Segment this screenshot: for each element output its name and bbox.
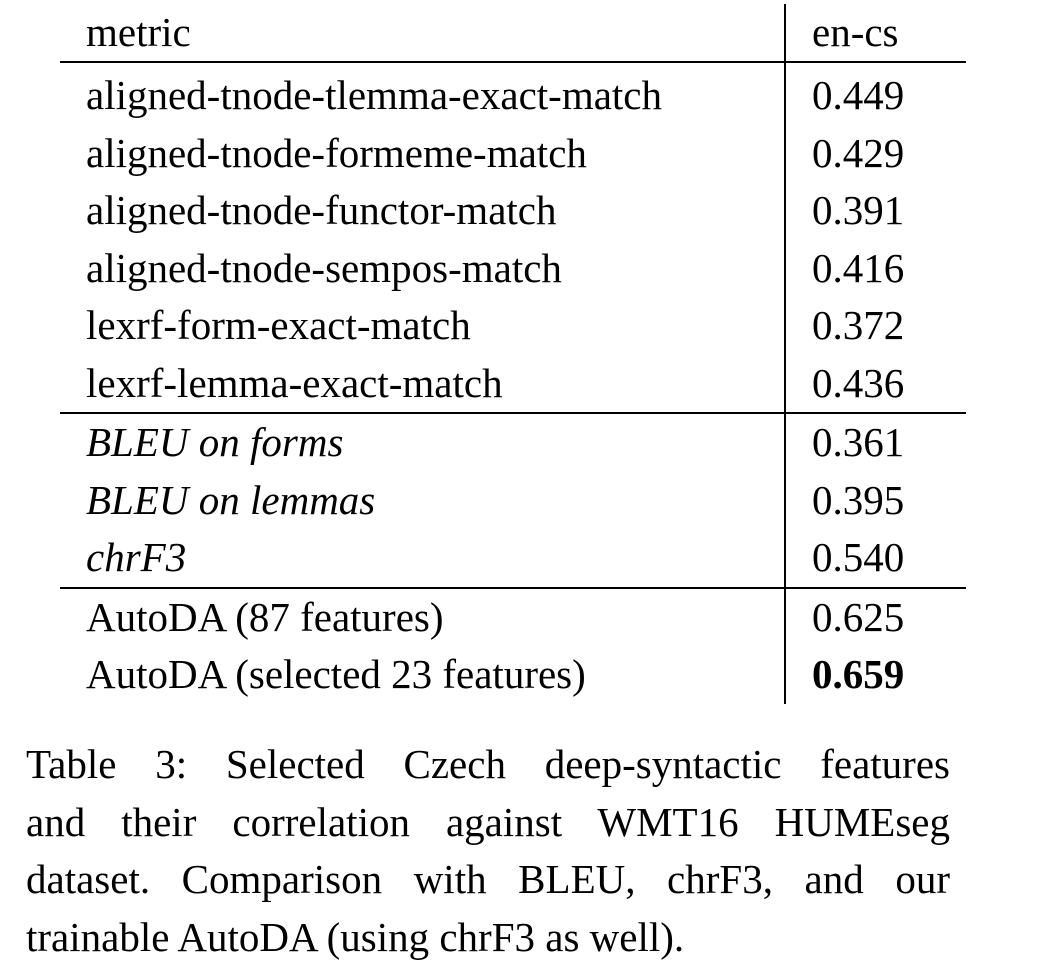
table-row: aligned-tnode-sempos-match 0.416	[60, 239, 966, 297]
table-row: aligned-tnode-functor-match 0.391	[60, 182, 966, 240]
results-table: metric en-cs aligned-tnode-tlemma-exact-…	[60, 4, 966, 704]
metric-name: BLEU on lemmas	[86, 476, 376, 523]
table-header: metric en-cs	[60, 4, 966, 62]
metric-name: chrF3	[86, 534, 187, 581]
metric-name: aligned-tnode-tlemma-exact-match	[86, 72, 663, 119]
metric-value: 0.436	[784, 354, 966, 413]
metric-value: 0.625	[784, 586, 966, 646]
metric-name: lexrf-form-exact-match	[86, 302, 471, 349]
table-row: aligned-tnode-formeme-match 0.429	[60, 124, 966, 182]
caption-line: and their correlation against WMT16 HUME…	[26, 798, 950, 845]
results-table-container: metric en-cs aligned-tnode-tlemma-exact-…	[60, 4, 966, 704]
table-row: lexrf-lemma-exact-match 0.436	[60, 354, 966, 413]
metric-value: 0.361	[784, 412, 966, 472]
metric-value: 0.395	[784, 471, 966, 529]
metric-value: 0.416	[784, 239, 966, 297]
header-row: metric en-cs	[60, 4, 966, 62]
metric-value: 0.449	[784, 62, 966, 125]
caption-line: trainable AutoDA (using chrF3 as well).	[26, 913, 685, 960]
metric-value: 0.429	[784, 124, 966, 182]
metric-name: lexrf-lemma-exact-match	[86, 359, 503, 406]
header-en-cs: en-cs	[784, 4, 966, 62]
metric-name: BLEU on forms	[60, 412, 785, 472]
group-deep-syntactic: aligned-tnode-tlemma-exact-match 0.449 a…	[60, 62, 966, 413]
table-row: AutoDA (87 features) 0.625	[60, 586, 966, 646]
metric-name: aligned-tnode-functor-match	[86, 187, 557, 234]
table-row: lexrf-form-exact-match 0.372	[60, 297, 966, 355]
table-row: BLEU on lemmas 0.395	[60, 471, 966, 529]
metric-value-best: 0.659	[784, 646, 966, 704]
metric-value: 0.391	[784, 182, 966, 240]
header-metric: metric	[86, 9, 191, 55]
metric-name: aligned-tnode-sempos-match	[86, 244, 562, 291]
metric-value: 0.372	[784, 297, 966, 355]
metric-name: aligned-tnode-formeme-match	[86, 129, 587, 176]
table-row: AutoDA (selected 23 features) 0.659	[60, 646, 966, 704]
table-row: BLEU on forms 0.361	[60, 412, 966, 472]
caption-line: dataset. Comparison with BLEU, chrF3, an…	[26, 856, 950, 902]
metric-name: AutoDA (selected 23 features)	[86, 651, 586, 698]
table-row: aligned-tnode-tlemma-exact-match 0.449	[60, 62, 966, 125]
group-autoda: AutoDA (87 features) 0.625 AutoDA (selec…	[60, 586, 966, 704]
group-baselines: BLEU on forms 0.361 BLEU on lemmas 0.395…	[60, 412, 966, 588]
table-caption: Table 3: Selected Czech deep-syntactic f…	[26, 736, 950, 966]
table-row: chrF3 0.540	[60, 529, 966, 588]
caption-line: Table 3: Selected Czech deep-syntactic f…	[26, 741, 950, 787]
metric-value: 0.540	[784, 529, 966, 588]
metric-name: AutoDA (87 features)	[60, 586, 785, 646]
